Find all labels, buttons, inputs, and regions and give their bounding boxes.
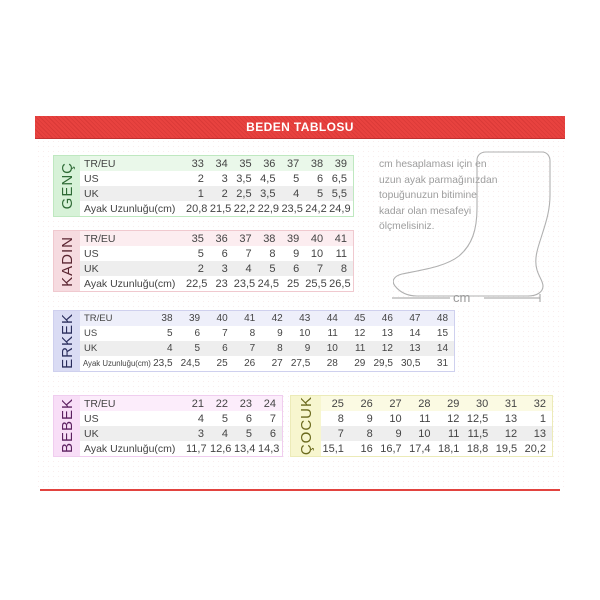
svg-text:cm: cm [453, 292, 470, 304]
